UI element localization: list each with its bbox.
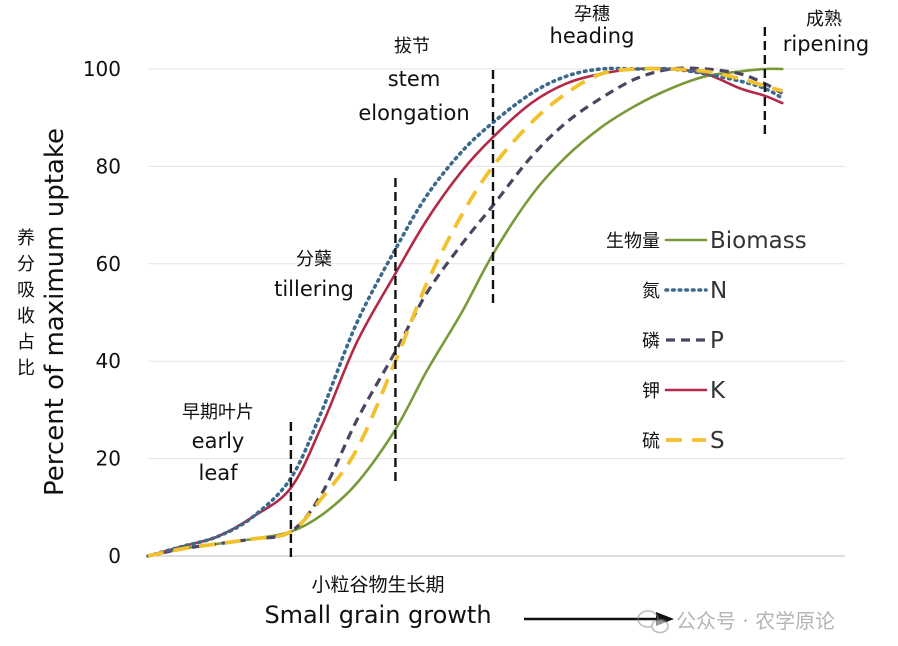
gridlines	[148, 68, 845, 557]
series-line-s	[147, 66, 783, 558]
series-line-n	[146, 66, 785, 558]
series-lines	[146, 66, 785, 558]
stage-ripening-en: ripening	[783, 32, 870, 56]
legend-label-cn-n: 氮	[642, 281, 660, 302]
legend-label-cn-s: 硫	[642, 431, 660, 452]
y-axis-label-cn-char-4: 占	[17, 332, 35, 353]
stage-labels: 早期叶片 early leaf 分蘖 tillering 拔节 stem elo…	[182, 4, 869, 485]
legend-label-cn-p: 磷	[642, 331, 660, 352]
stage-heading-en: heading	[550, 24, 635, 48]
legend-label-s: S	[710, 428, 725, 454]
y-tick-labels: 0 20 40 60 80 100	[83, 57, 121, 568]
legend-label-n: N	[710, 278, 727, 304]
y-tick-100: 100	[83, 57, 121, 81]
watermark-text: 公众号 · 农学原论	[676, 609, 835, 633]
x-axis-label: Small grain growth	[264, 601, 491, 629]
stage-heading-cn: 孕穗	[574, 4, 610, 25]
y-axis-label-cn-char-1: 分	[17, 254, 35, 275]
y-tick-20: 20	[96, 447, 121, 471]
stage-early-leaf-cn: 早期叶片	[182, 402, 254, 423]
legend-label-cn-k: 钾	[642, 381, 660, 402]
legend-label-k: K	[710, 378, 726, 404]
stage-stem-elongation-en-2: elongation	[358, 101, 469, 125]
y-tick-40: 40	[96, 349, 121, 373]
y-tick-80: 80	[96, 154, 121, 178]
legend: 生物量 Biomass 氮 N 磷 P 钾 K 硫 S	[606, 228, 807, 454]
x-axis-label-cn: 小粒谷物生长期	[311, 574, 444, 596]
wechat-icon	[637, 610, 669, 634]
watermark: 公众号 · 农学原论	[637, 609, 835, 634]
y-tick-60: 60	[96, 252, 121, 276]
legend-label-biomass: Biomass	[710, 228, 807, 254]
legend-label-cn-biomass: 生物量	[606, 231, 660, 252]
y-axis-label: Percent of maximum uptake	[40, 128, 70, 496]
y-tick-0: 0	[108, 544, 121, 568]
legend-label-p: P	[710, 328, 724, 354]
y-axis-label-cn-char-3: 收	[17, 306, 35, 327]
stage-stem-elongation-en-1: stem	[388, 67, 441, 91]
stage-markers	[289, 27, 767, 557]
stage-tillering-cn: 分蘖	[296, 249, 332, 270]
y-axis-label-cn-char-5: 比	[17, 358, 35, 379]
y-axis-label-cn-char-2: 吸	[17, 280, 35, 301]
y-axis-label-cn-char-0: 养	[17, 228, 35, 249]
stage-tillering-en: tillering	[274, 277, 354, 301]
stage-ripening-cn: 成熟	[806, 9, 842, 30]
stage-early-leaf-en-1: early	[192, 429, 245, 453]
stage-stem-elongation-cn: 拔节	[394, 36, 430, 57]
stage-early-leaf-en-2: leaf	[198, 461, 238, 485]
